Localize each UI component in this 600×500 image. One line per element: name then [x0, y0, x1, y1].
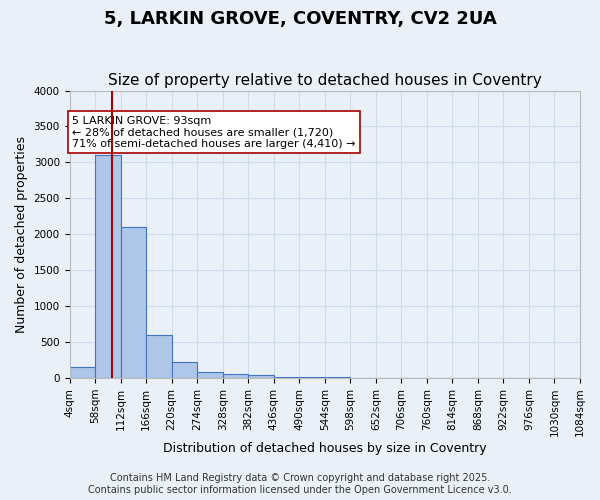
Title: Size of property relative to detached houses in Coventry: Size of property relative to detached ho…	[108, 73, 542, 88]
Bar	[95, 156, 121, 378]
X-axis label: Distribution of detached houses by size in Coventry: Distribution of detached houses by size …	[163, 442, 487, 455]
Text: 5, LARKIN GROVE, COVENTRY, CV2 2UA: 5, LARKIN GROVE, COVENTRY, CV2 2UA	[104, 10, 496, 28]
Bar	[121, 227, 146, 378]
Text: 5 LARKIN GROVE: 93sqm
← 28% of detached houses are smaller (1,720)
71% of semi-d: 5 LARKIN GROVE: 93sqm ← 28% of detached …	[73, 116, 356, 149]
Bar	[248, 375, 274, 378]
Y-axis label: Number of detached properties: Number of detached properties	[15, 136, 28, 333]
Bar	[197, 372, 223, 378]
Bar	[274, 376, 299, 378]
Bar	[146, 335, 172, 378]
Text: Contains HM Land Registry data © Crown copyright and database right 2025.
Contai: Contains HM Land Registry data © Crown c…	[88, 474, 512, 495]
Bar	[70, 368, 95, 378]
Bar	[223, 374, 248, 378]
Bar	[172, 362, 197, 378]
Bar	[299, 377, 325, 378]
